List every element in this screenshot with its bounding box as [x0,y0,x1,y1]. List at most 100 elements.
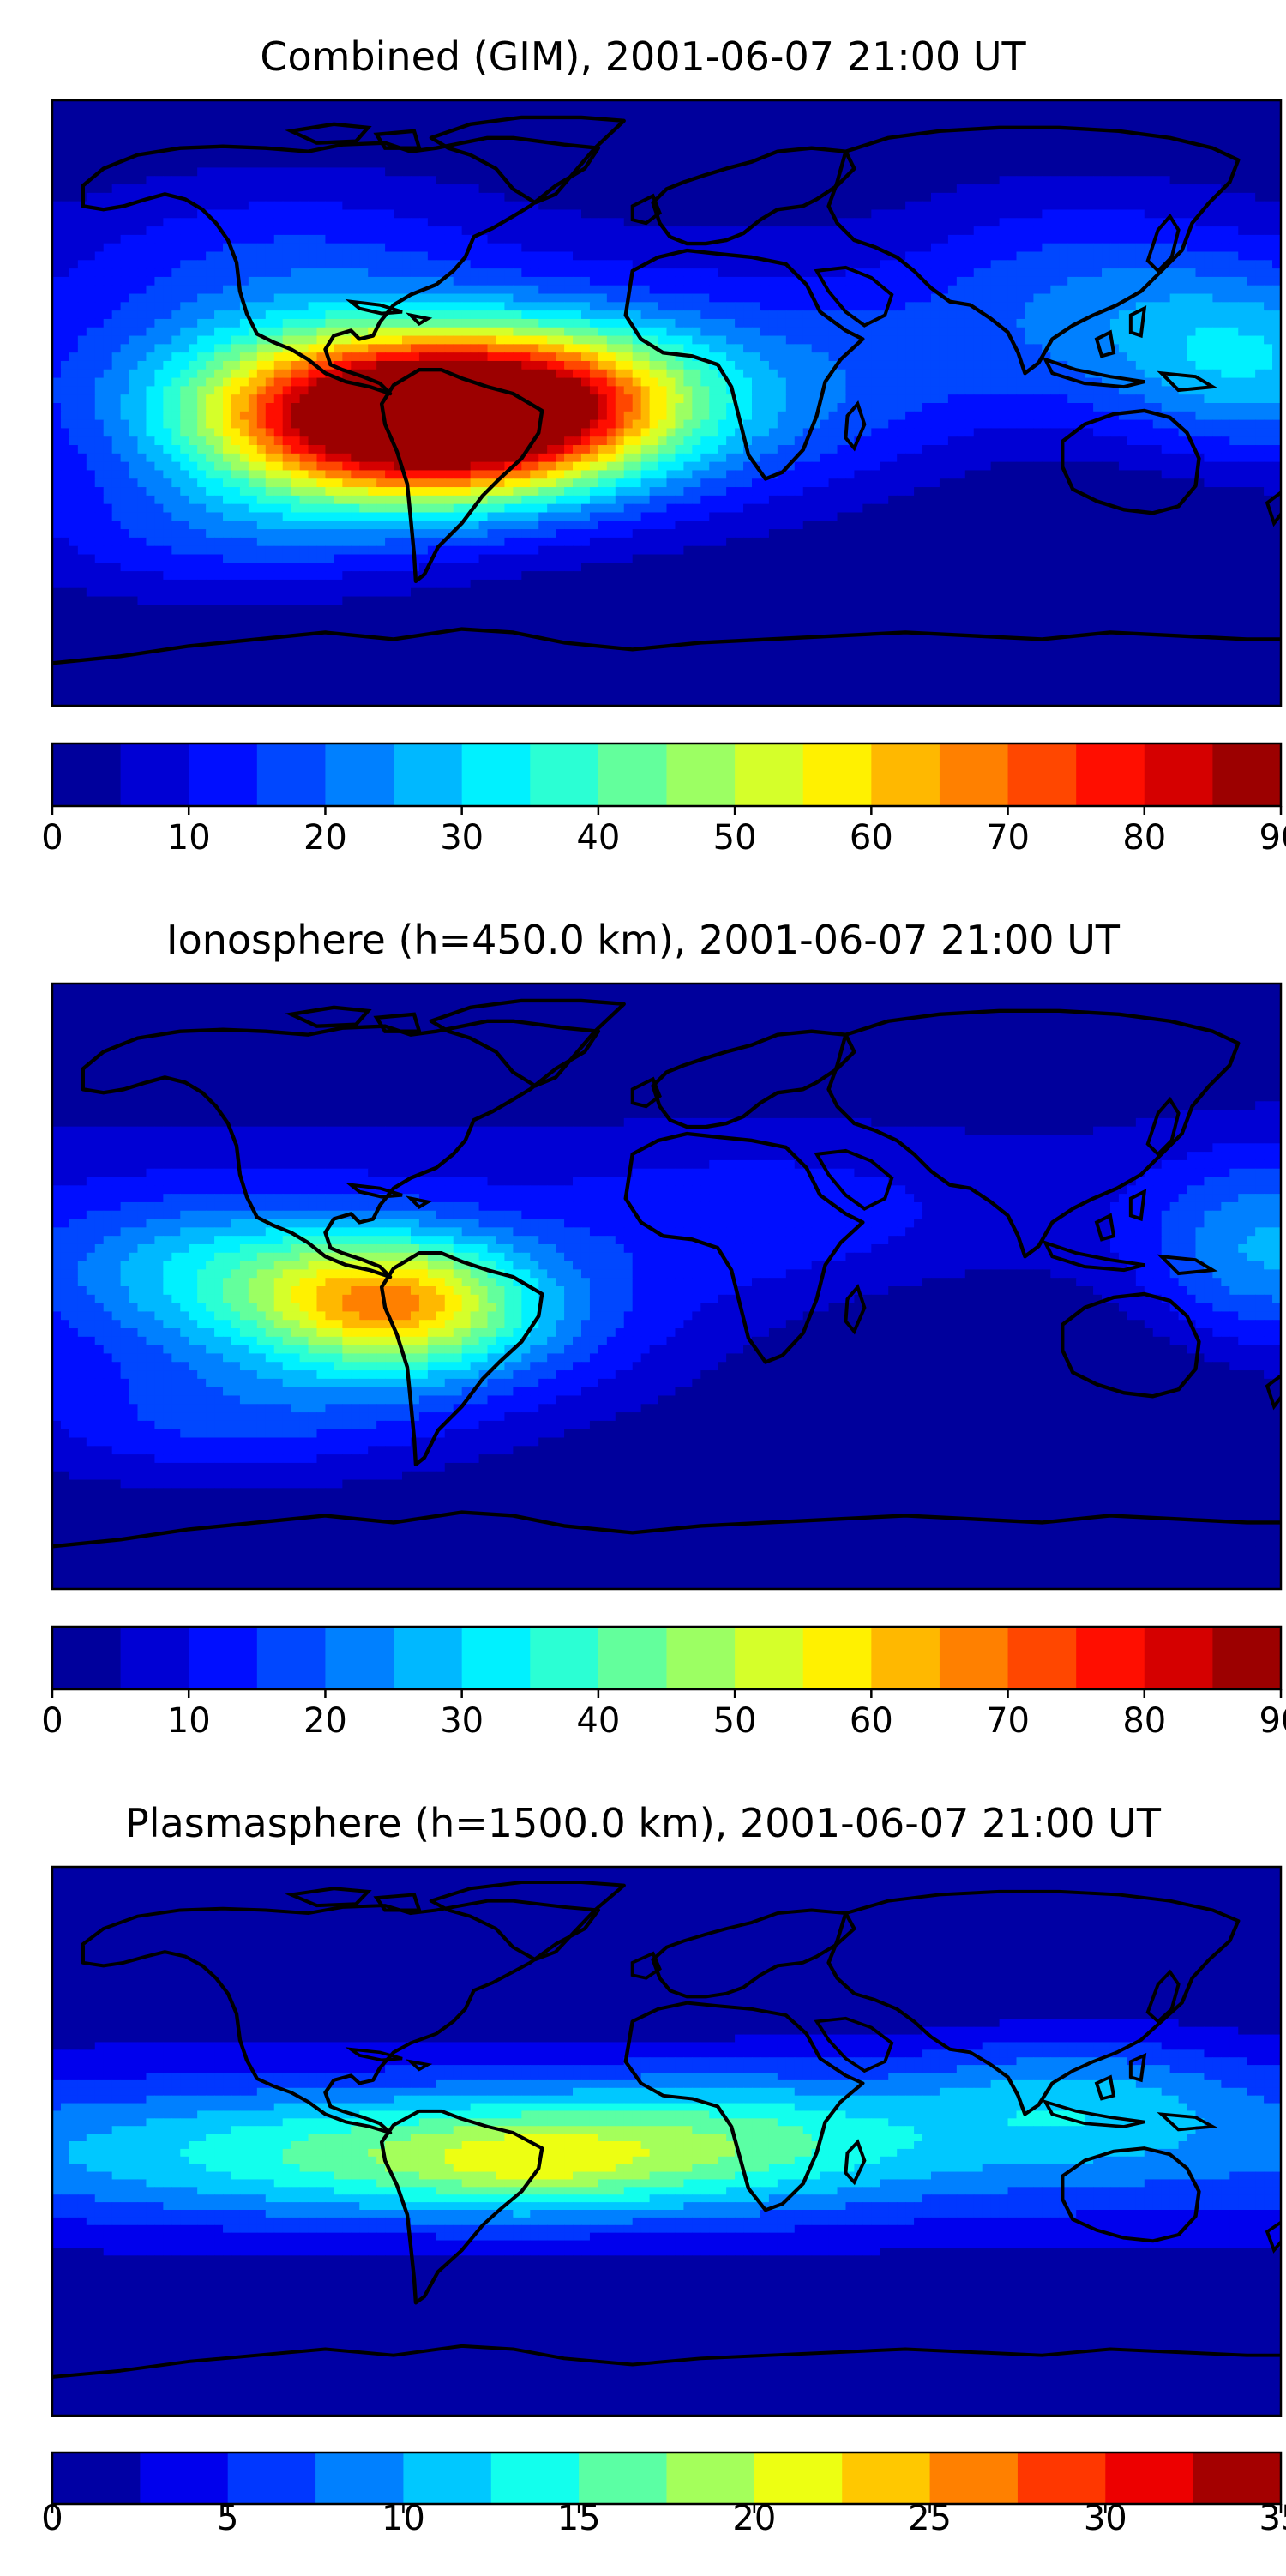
tec-cell [930,100,940,110]
tec-cell [905,344,915,353]
tec-cell [726,142,736,152]
tec-cell [880,142,889,152]
tec-cell [265,377,275,387]
tec-cell [163,310,172,320]
tec-cell [1161,285,1171,295]
tec-cell [316,344,327,353]
tec-cell [837,293,847,303]
tec-cell [573,100,582,110]
tec-cell [538,167,548,177]
tec-cell [308,108,318,118]
tec-cell [666,386,676,395]
tec-cell [735,100,744,110]
tec-cell [282,134,292,143]
tec-cell [914,352,923,362]
tec-cell [905,218,915,227]
tec-cell [146,268,156,278]
tec-cell [538,184,548,194]
tec-cell [897,201,906,211]
tec-cell [905,251,915,261]
tec-cell [334,134,343,143]
tec-cell [1195,150,1205,160]
tec-cell [86,117,96,127]
tec-cell [1109,352,1120,362]
tec-cell [1016,117,1026,127]
tec-cell [154,302,164,311]
tec-cell [820,209,830,219]
tec-cell [547,117,556,127]
tec-cell [530,344,539,353]
tec-cell [214,310,224,320]
tec-cell [1076,108,1085,118]
tec-cell [1264,226,1273,236]
tec-cell [368,251,377,261]
tec-cell [623,260,634,269]
tec-cell [675,386,684,395]
tec-cell [299,386,309,395]
tec-cell [897,184,906,194]
tec-cell [666,150,676,160]
tec-cell [418,159,429,169]
tec-cell [69,360,79,370]
tec-cell [163,184,172,194]
tec-cell [334,310,343,320]
tec-cell [163,285,172,295]
tec-cell [811,344,821,353]
tec-cell [1272,184,1281,194]
tec-cell [94,184,105,194]
tec-cell [351,159,360,169]
tec-cell [436,108,446,118]
tec-cell [1161,310,1171,320]
tec-cell [94,251,105,261]
tec-cell [606,100,616,110]
tec-cell [214,335,224,345]
tec-cell [649,209,659,219]
tec-cell [837,260,847,269]
tec-cell [444,285,454,295]
tec-cell [777,108,787,118]
tec-cell [1033,176,1043,185]
tec-cell [418,344,429,353]
tec-cell [606,285,616,295]
tec-cell [436,318,446,328]
tec-cell [427,176,437,185]
tec-cell [86,125,96,135]
tec-cell [308,117,318,127]
tec-cell [606,192,616,202]
tec-cell [871,310,880,320]
tec-cell [86,142,96,152]
tec-cell [1135,293,1145,303]
tec-cell [325,201,334,211]
tec-cell [547,251,556,261]
tec-cell [385,260,394,269]
tec-cell [905,234,915,244]
tec-cell [496,369,506,379]
tec-cell [580,260,591,269]
tec-cell [726,352,736,362]
tec-cell [1085,100,1094,110]
tec-cell [325,134,334,143]
tec-cell [248,108,258,118]
tec-cell [171,150,181,160]
tec-cell [1076,251,1085,261]
tec-cell [1144,192,1154,202]
tec-cell [580,276,591,286]
tec-cell [351,276,360,286]
tec-cell [735,327,744,337]
tec-cell [700,226,710,236]
tec-cell [1059,226,1068,236]
tec-cell [180,100,189,110]
tec-cell [410,386,420,395]
tec-cell [1093,302,1103,311]
tec-cell [845,285,856,295]
tec-cell [180,318,189,328]
tec-cell [376,108,386,118]
tec-cell [1102,276,1111,286]
tec-cell [496,108,506,118]
tec-cell [1204,218,1213,227]
tec-cell [573,226,582,236]
tec-cell [171,159,181,169]
tec-cell [427,243,437,253]
tec-cell [239,293,249,303]
tec-cell [1221,117,1230,127]
